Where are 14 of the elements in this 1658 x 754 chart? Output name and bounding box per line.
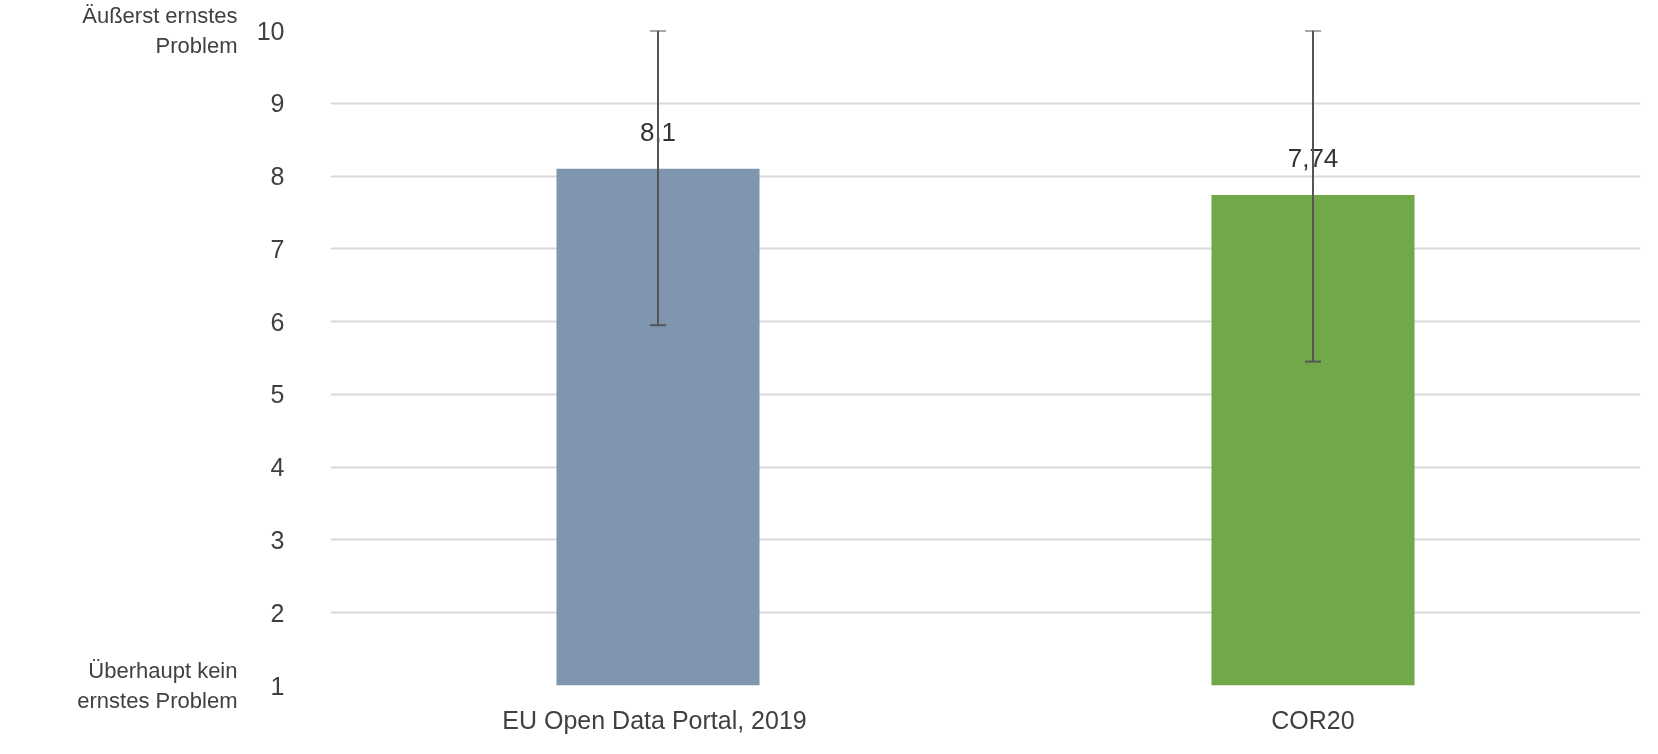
y-tick-label: 2 — [270, 598, 285, 627]
y-tick-label: 9 — [270, 89, 285, 118]
text: Überhaupt kein ernstes Problem — [77, 658, 238, 713]
x-tick-label: EU Open Data Portal, 2019 — [502, 705, 807, 734]
y-tick-label: 4 — [270, 453, 285, 482]
y-tick-label: 1 — [270, 671, 285, 700]
y-tick-label: 6 — [270, 307, 285, 336]
text: Äußerst ernstes Problem — [82, 3, 238, 58]
x-tick-label: COR20 — [1271, 705, 1355, 734]
y-tick-label: 7 — [270, 234, 285, 263]
y-tick-label: 8 — [270, 162, 285, 191]
y-tick-label: 3 — [270, 525, 285, 554]
y-tick-label: 5 — [270, 380, 285, 409]
y-tick-label: 10 — [256, 16, 285, 45]
